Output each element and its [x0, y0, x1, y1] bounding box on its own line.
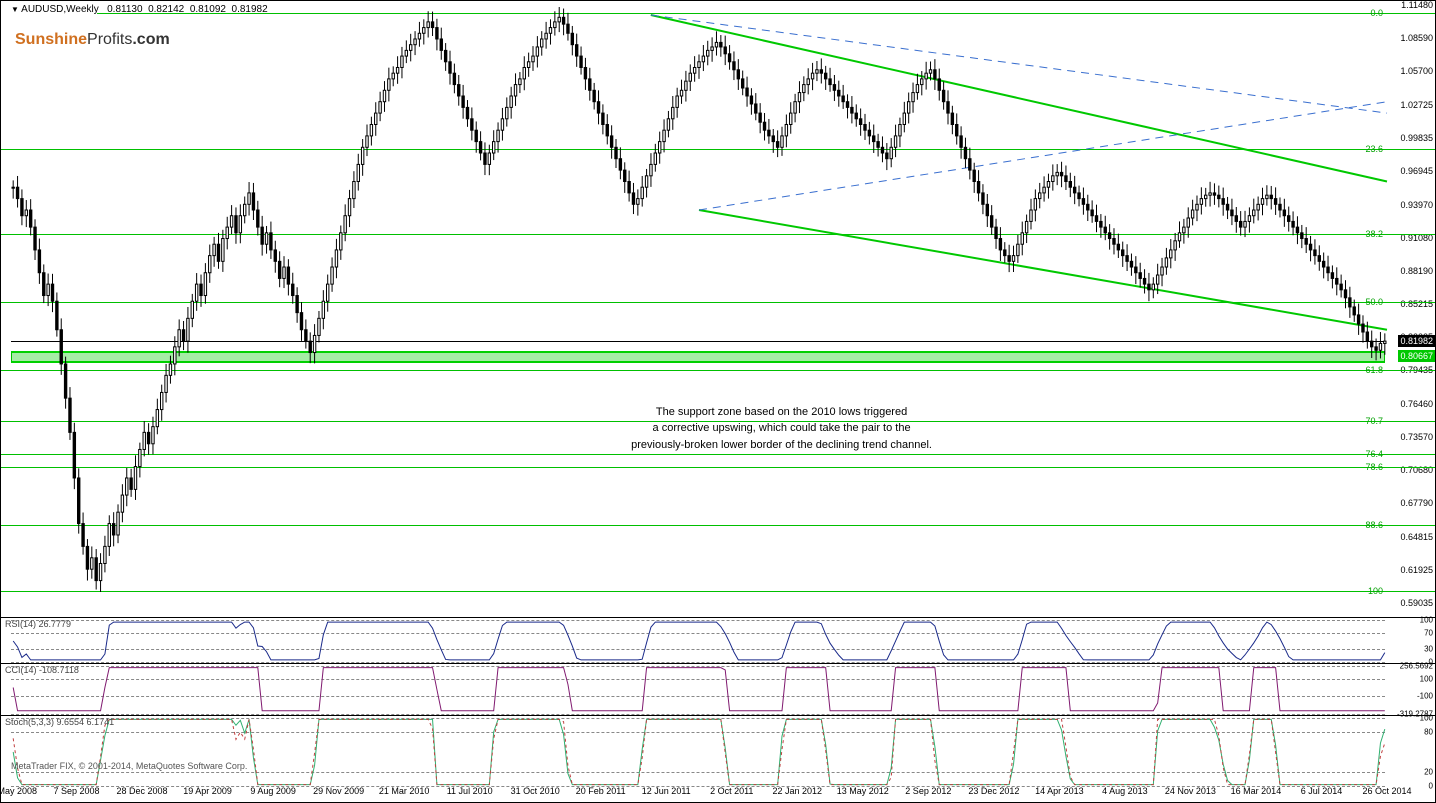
fib-label: 0.0 — [1370, 8, 1383, 18]
fib-label: 88.6 — [1365, 520, 1383, 530]
fib-label: 70.7 — [1365, 416, 1383, 426]
xaxis-tick-label: 2 Oct 2011 — [710, 786, 753, 796]
xaxis-tick-label: 21 Mar 2010 — [379, 786, 430, 796]
indicator-level-label: 256.5692 — [1400, 662, 1433, 671]
support-zone — [11, 351, 1385, 363]
indicator-level-label: 0 — [1429, 782, 1433, 791]
xaxis-tick-label: 6 Jul 2014 — [1301, 786, 1343, 796]
timeframe-text: Weekly — [66, 4, 99, 15]
yaxis-tick-label: 0.76460 — [1400, 399, 1433, 409]
fib-line-100 — [1, 591, 1435, 592]
ohlc-c: 0.81982 — [232, 4, 268, 15]
chart-title-bar: ▼ AUDUSD,Weekly 0.81130 0.82142 0.81092 … — [11, 4, 268, 15]
watermark-logo: SunshineProfits.com — [15, 31, 170, 49]
xaxis-tick-label: 7 Sep 2008 — [53, 786, 99, 796]
yaxis-tick-label: 1.08590 — [1400, 33, 1433, 43]
yaxis-tick-label: 0.73570 — [1400, 432, 1433, 442]
fib-line-78.6 — [1, 467, 1435, 468]
yaxis-tick-label: 1.11480 — [1401, 0, 1433, 10]
yaxis-tick-label: 0.88190 — [1400, 266, 1433, 276]
logo-part-b: Profits — [87, 31, 132, 48]
fib-label: 50.0 — [1365, 297, 1383, 307]
indicator-level-label: 100 — [1420, 675, 1433, 684]
stoch-panel: Stoch(5,3,3) 9.6554 6.1741 MetaTrader FI… — [1, 715, 1435, 787]
yaxis-tick-label: 0.64815 — [1400, 532, 1433, 542]
xaxis-tick-label: 14 Apr 2013 — [1035, 786, 1084, 796]
fib-line-61.8 — [1, 370, 1435, 371]
xaxis-tick-label: 26 Oct 2014 — [1362, 786, 1411, 796]
yaxis-tick-label: 0.61925 — [1400, 565, 1433, 575]
indicator-level-label: 70 — [1424, 628, 1433, 637]
indicator-level-label: -100 — [1417, 691, 1433, 700]
xaxis-tick-label: 13 May 2012 — [837, 786, 889, 796]
fib-line-88.6 — [1, 525, 1435, 526]
fib-label: 61.8 — [1365, 365, 1383, 375]
fib-label: 38.2 — [1365, 229, 1383, 239]
ohlc-o: 0.81130 — [107, 4, 142, 15]
fib-line-0.0 — [97, 13, 1435, 14]
fib-label: 76.4 — [1365, 449, 1383, 459]
xaxis-tick-label: 18 May 2008 — [0, 786, 37, 796]
fib-label: 78.6 — [1365, 462, 1383, 472]
chevron-down-icon: ▼ — [11, 5, 19, 14]
current-price-line — [11, 341, 1385, 342]
date-x-axis: 18 May 20087 Sep 200828 Dec 200819 Apr 2… — [11, 786, 1385, 800]
fib-line-76.4 — [1, 454, 1435, 455]
xaxis-tick-label: 22 Jan 2012 — [773, 786, 823, 796]
yaxis-tick-label: 0.93970 — [1400, 200, 1433, 210]
yaxis-tick-label: 1.05700 — [1400, 66, 1433, 76]
fib-line-50.0 — [1, 302, 1435, 303]
current-price-tag: 0.81982 — [1398, 335, 1435, 347]
copyright-text: MetaTrader FIX, © 2001-2014, MetaQuotes … — [11, 761, 247, 771]
yaxis-tick-label: 0.96945 — [1400, 166, 1433, 176]
rsi-title: RSI(14) 26.7779 — [5, 619, 71, 629]
xaxis-tick-label: 31 Oct 2010 — [511, 786, 560, 796]
support-price-tag: 0.80667 — [1398, 350, 1435, 362]
fib-line-38.2 — [1, 234, 1435, 235]
fib-line-23.6 — [1, 149, 1435, 150]
indicator-level-label: 100 — [1420, 714, 1433, 723]
xaxis-tick-label: 19 Apr 2009 — [183, 786, 232, 796]
cci-line — [1, 664, 1436, 716]
chart-container: ▼ AUDUSD,Weekly 0.81130 0.82142 0.81092 … — [0, 0, 1436, 803]
xaxis-tick-label: 2 Sep 2012 — [905, 786, 951, 796]
logo-part-c: .com — [132, 31, 169, 48]
stoch-title: Stoch(5,3,3) 9.6554 6.1741 — [5, 717, 114, 727]
xaxis-tick-label: 11 Jul 2010 — [447, 786, 493, 796]
xaxis-tick-label: 4 Aug 2013 — [1102, 786, 1148, 796]
xaxis-tick-label: 24 Nov 2013 — [1165, 786, 1216, 796]
fib-label: 23.6 — [1365, 144, 1383, 154]
xaxis-tick-label: 9 Aug 2009 — [250, 786, 296, 796]
ohlc-l: 0.81092 — [190, 4, 226, 15]
fib-label: 100 — [1368, 586, 1383, 596]
indicator-level-label: 100 — [1420, 616, 1433, 625]
chart-annotation: The support zone based on the 2010 lows … — [562, 404, 1002, 454]
logo-part-a: Sunshine — [15, 31, 87, 48]
annotation-line: The support zone based on the 2010 lows … — [562, 404, 1002, 421]
xaxis-tick-label: 12 Jun 2011 — [642, 786, 691, 796]
annotation-line: a corrective upswing, which could take t… — [562, 420, 1002, 437]
indicator-level-label: 80 — [1424, 727, 1433, 736]
xaxis-tick-label: 23 Dec 2012 — [968, 786, 1019, 796]
rsi-line — [1, 618, 1436, 664]
symbol-text: AUDUSD — [21, 4, 63, 15]
xaxis-tick-label: 29 Nov 2009 — [313, 786, 364, 796]
cci-panel: CCI(14) -108.7118 256.5692100-100-319.27… — [1, 663, 1435, 715]
indicator-level-label: 30 — [1424, 645, 1433, 654]
rsi-panel: RSI(14) 26.7779 10070300 — [1, 617, 1435, 663]
yaxis-tick-label: 1.02725 — [1400, 100, 1433, 110]
yaxis-tick-label: 0.59035 — [1400, 598, 1433, 608]
main-price-panel: ▼ AUDUSD,Weekly 0.81130 0.82142 0.81092 … — [1, 1, 1435, 617]
annotation-line: previously-broken lower border of the de… — [562, 437, 1002, 454]
ohlc-h: 0.82142 — [148, 4, 184, 15]
stoch-lines — [1, 716, 1436, 788]
yaxis-tick-label: 0.67790 — [1400, 498, 1433, 508]
cci-title: CCI(14) -108.7118 — [5, 665, 79, 675]
xaxis-tick-label: 16 Mar 2014 — [1231, 786, 1282, 796]
xaxis-tick-label: 20 Feb 2011 — [576, 786, 626, 796]
yaxis-tick-label: 0.99835 — [1400, 133, 1433, 143]
indicator-level-label: 20 — [1424, 768, 1433, 777]
xaxis-tick-label: 28 Dec 2008 — [117, 786, 168, 796]
